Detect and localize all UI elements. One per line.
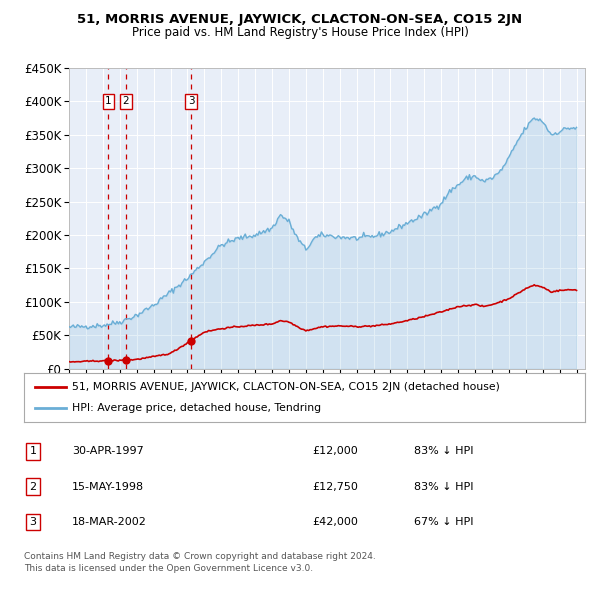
Text: 18-MAR-2002: 18-MAR-2002	[72, 517, 147, 527]
Text: 1: 1	[29, 447, 37, 456]
Text: 30-APR-1997: 30-APR-1997	[72, 447, 144, 456]
Text: 2: 2	[123, 96, 130, 106]
Text: 1: 1	[105, 96, 112, 106]
Text: 83% ↓ HPI: 83% ↓ HPI	[414, 447, 473, 456]
Text: This data is licensed under the Open Government Licence v3.0.: This data is licensed under the Open Gov…	[24, 564, 313, 573]
Text: 15-MAY-1998: 15-MAY-1998	[72, 482, 144, 491]
Text: 2: 2	[29, 482, 37, 491]
Text: 3: 3	[29, 517, 37, 527]
Text: 3: 3	[188, 96, 194, 106]
Text: 67% ↓ HPI: 67% ↓ HPI	[414, 517, 473, 527]
Text: £42,000: £42,000	[312, 517, 358, 527]
Text: Price paid vs. HM Land Registry's House Price Index (HPI): Price paid vs. HM Land Registry's House …	[131, 26, 469, 39]
Text: £12,750: £12,750	[312, 482, 358, 491]
Text: 51, MORRIS AVENUE, JAYWICK, CLACTON-ON-SEA, CO15 2JN: 51, MORRIS AVENUE, JAYWICK, CLACTON-ON-S…	[77, 13, 523, 26]
Text: 51, MORRIS AVENUE, JAYWICK, CLACTON-ON-SEA, CO15 2JN (detached house): 51, MORRIS AVENUE, JAYWICK, CLACTON-ON-S…	[71, 382, 500, 392]
Text: 83% ↓ HPI: 83% ↓ HPI	[414, 482, 473, 491]
Text: Contains HM Land Registry data © Crown copyright and database right 2024.: Contains HM Land Registry data © Crown c…	[24, 552, 376, 561]
Text: HPI: Average price, detached house, Tendring: HPI: Average price, detached house, Tend…	[71, 404, 321, 414]
Text: £12,000: £12,000	[312, 447, 358, 456]
